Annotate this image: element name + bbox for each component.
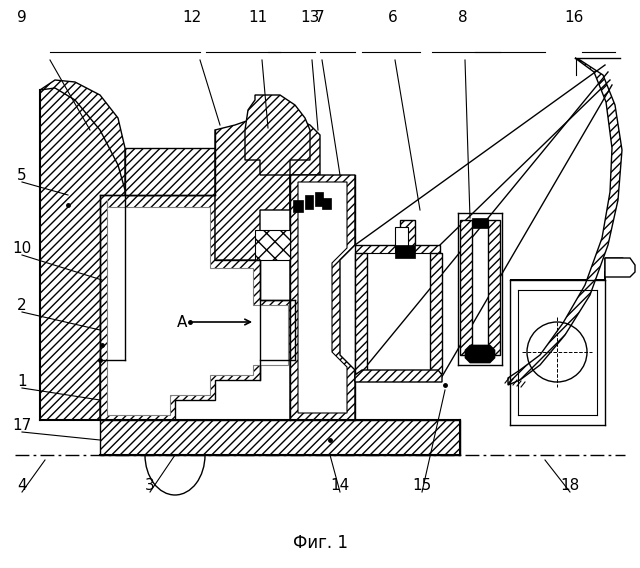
Polygon shape: [293, 200, 303, 212]
Text: 13: 13: [300, 10, 320, 24]
Polygon shape: [245, 95, 310, 175]
Polygon shape: [510, 258, 623, 280]
Text: 15: 15: [412, 478, 431, 492]
Text: 1: 1: [17, 374, 27, 389]
Polygon shape: [40, 80, 125, 190]
Polygon shape: [363, 227, 432, 373]
Polygon shape: [215, 115, 320, 260]
Polygon shape: [315, 192, 323, 206]
Text: 8: 8: [458, 10, 468, 24]
Polygon shape: [255, 230, 290, 260]
Polygon shape: [305, 195, 313, 209]
Polygon shape: [460, 220, 472, 355]
Polygon shape: [488, 220, 500, 355]
Polygon shape: [430, 253, 442, 373]
Polygon shape: [472, 218, 488, 228]
Text: A: A: [177, 315, 187, 329]
Text: 7: 7: [315, 10, 325, 24]
Polygon shape: [107, 200, 288, 415]
Polygon shape: [355, 253, 367, 373]
Text: 9: 9: [17, 10, 27, 24]
Polygon shape: [298, 182, 347, 413]
Polygon shape: [100, 195, 295, 420]
Text: 3: 3: [145, 478, 155, 492]
Polygon shape: [100, 420, 460, 455]
Text: 18: 18: [561, 478, 580, 492]
Text: 14: 14: [330, 478, 349, 492]
Text: 16: 16: [564, 10, 584, 24]
Text: Фиг. 1: Фиг. 1: [292, 534, 348, 552]
Polygon shape: [395, 245, 415, 258]
Polygon shape: [355, 220, 440, 380]
Polygon shape: [605, 258, 635, 277]
Text: 10: 10: [12, 240, 31, 256]
Polygon shape: [290, 175, 355, 420]
Polygon shape: [508, 58, 622, 385]
Polygon shape: [40, 88, 125, 420]
Polygon shape: [355, 370, 442, 382]
Polygon shape: [322, 198, 331, 209]
Polygon shape: [465, 345, 495, 363]
Text: 12: 12: [182, 10, 202, 24]
Text: 6: 6: [388, 10, 398, 24]
Text: 4: 4: [17, 478, 27, 492]
Polygon shape: [100, 280, 125, 360]
Text: 5: 5: [17, 168, 27, 182]
Polygon shape: [125, 148, 215, 195]
Text: 11: 11: [248, 10, 268, 24]
Text: 17: 17: [12, 417, 31, 432]
Text: 2: 2: [17, 298, 27, 312]
